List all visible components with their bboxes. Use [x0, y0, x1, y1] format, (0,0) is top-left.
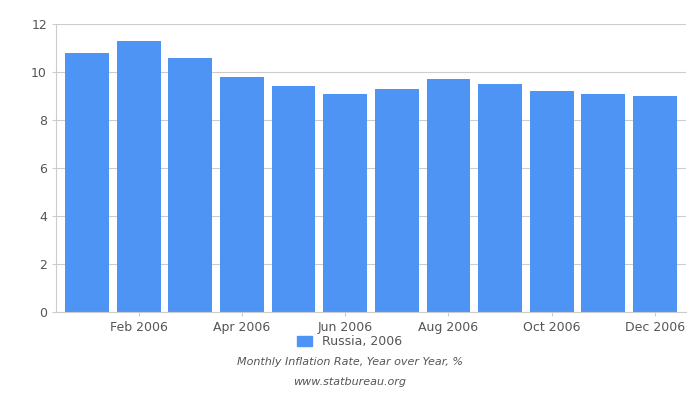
Bar: [65, 53, 109, 312]
Bar: [323, 94, 367, 312]
Bar: [633, 96, 677, 312]
Bar: [168, 58, 212, 312]
Bar: [478, 84, 522, 312]
Bar: [272, 86, 316, 312]
Bar: [426, 79, 470, 312]
Bar: [530, 91, 574, 312]
Text: www.statbureau.org: www.statbureau.org: [293, 377, 407, 387]
Bar: [220, 77, 264, 312]
Bar: [582, 94, 625, 312]
Legend: Russia, 2006: Russia, 2006: [293, 330, 407, 353]
Bar: [117, 41, 160, 312]
Bar: [375, 89, 419, 312]
Text: Monthly Inflation Rate, Year over Year, %: Monthly Inflation Rate, Year over Year, …: [237, 357, 463, 367]
